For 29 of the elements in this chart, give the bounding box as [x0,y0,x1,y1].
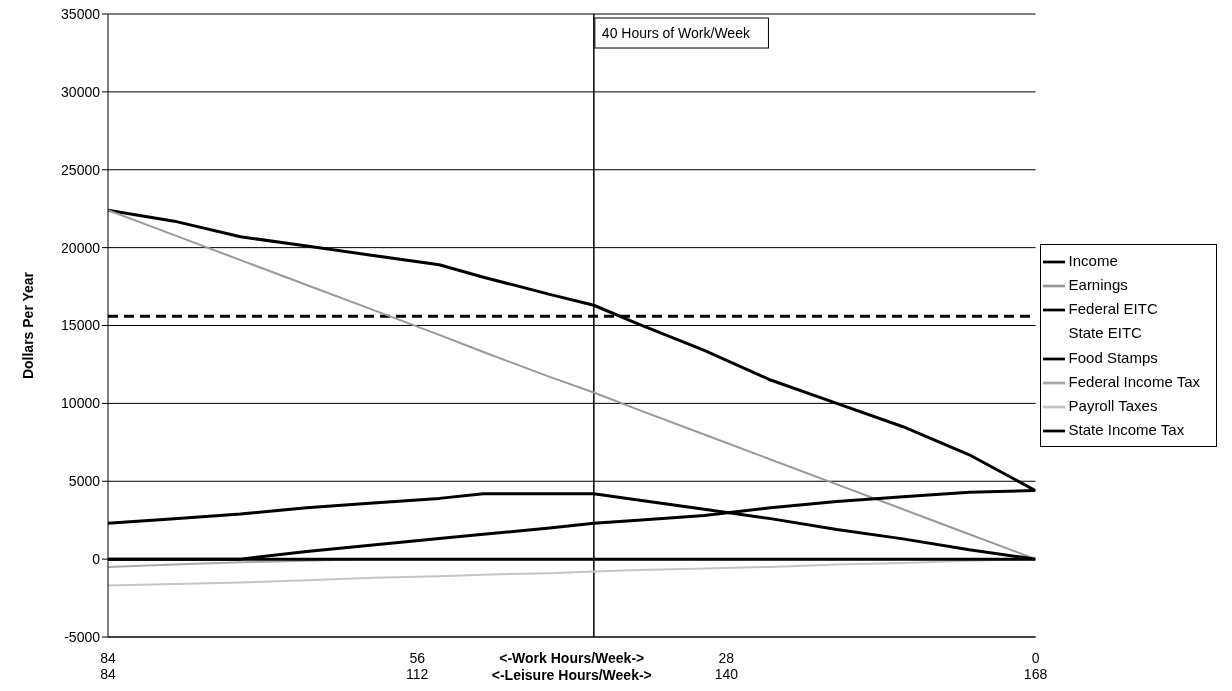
x2-tick-label: 168 [1023,665,1048,682]
x2-tick-label: 140 [714,665,739,682]
legend-label: Payroll Taxes [1068,396,1158,414]
x-tick-label: 28 [718,649,735,666]
legend-label: Federal EITC [1068,300,1158,318]
y-tick-label: 30000 [61,83,101,100]
y-tick-label: 25000 [61,161,101,178]
y-tick-label: 20000 [61,239,101,256]
y-tick-label: 5000 [68,473,101,490]
x2-tick-label: 112 [406,665,429,682]
y-tick-label: 10000 [61,395,101,412]
y-tick-label: 35000 [61,5,101,22]
legend-label: State Income Tax [1068,420,1185,438]
x-tick-label: 0 [1031,649,1040,666]
text: State EITC [1068,324,1142,342]
x-tick-label: 84 [100,649,116,666]
x-tick-label: 56 [409,649,426,666]
y-axis-title: Dollars Per Year [19,271,36,380]
x-axis-title: <-Work Hours/Week-> [499,650,645,666]
legend-label: Food Stamps [1068,348,1158,366]
x2-axis-title: <-Leisure Hours/Week-> [491,667,652,683]
y-tick-label: -5000 [64,628,101,645]
x2-tick-label: 84 [100,665,116,682]
legend-label: Earnings [1068,276,1128,294]
legend-label: Income [1068,252,1118,270]
legend-label: Federal Income Tax [1068,372,1200,390]
y-tick-label: 0 [92,551,101,568]
ref-line-label: 40 Hours of Work/Week [601,25,751,41]
y-tick-label: 15000 [61,317,101,334]
